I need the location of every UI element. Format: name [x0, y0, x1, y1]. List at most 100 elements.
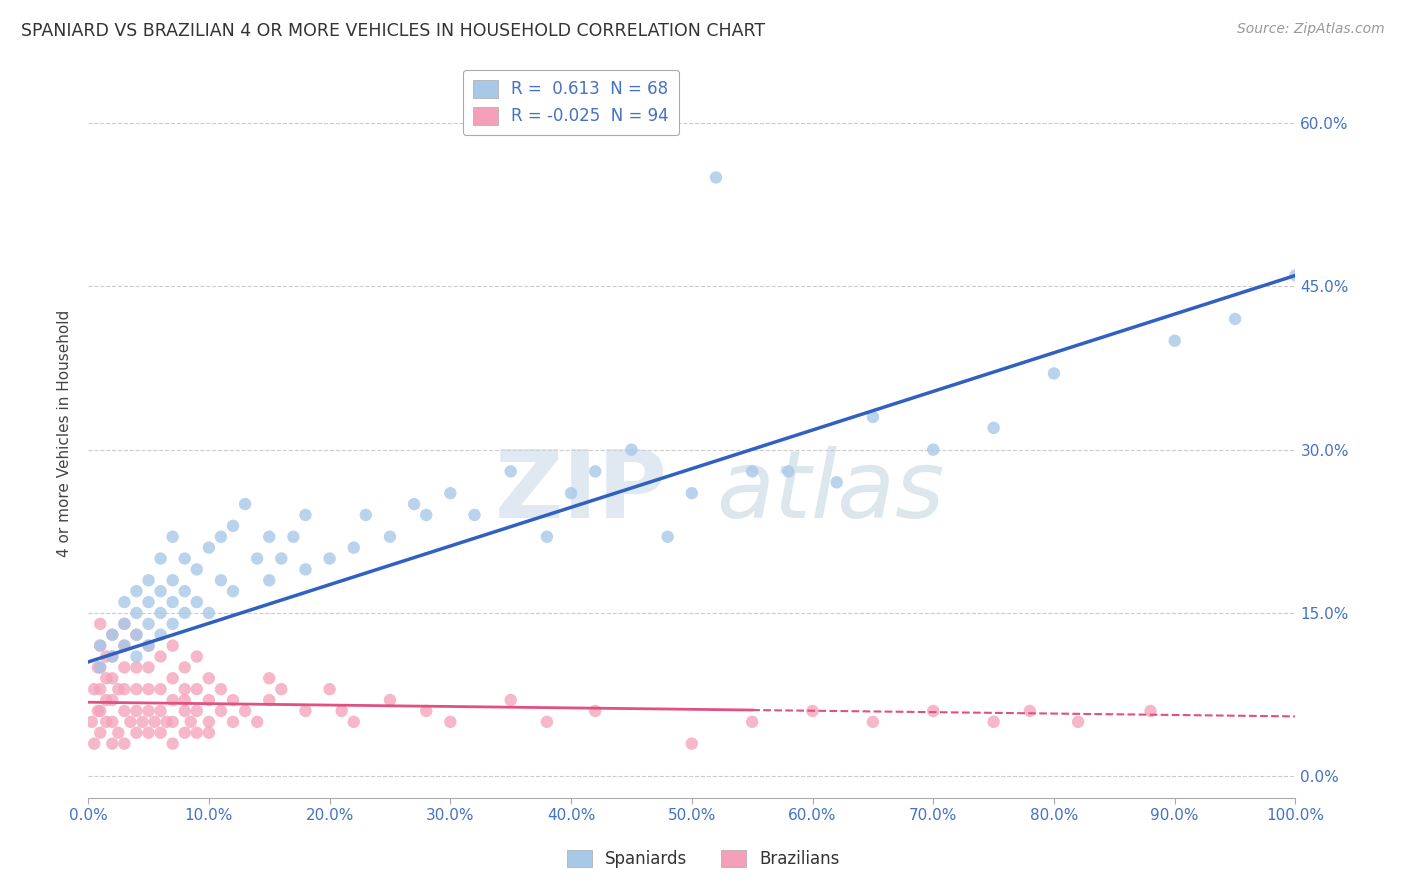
Point	[825, 475, 848, 490]
Point	[270, 551, 292, 566]
Point	[499, 464, 522, 478]
Point	[125, 660, 148, 674]
Point	[330, 704, 353, 718]
Point	[89, 660, 111, 674]
Point	[1067, 714, 1090, 729]
Point	[294, 704, 316, 718]
Point	[96, 714, 118, 729]
Point	[162, 671, 184, 685]
Point	[681, 737, 703, 751]
Point	[404, 497, 426, 511]
Point	[186, 704, 208, 718]
Point	[741, 714, 763, 729]
Point	[862, 714, 884, 729]
Point	[89, 704, 111, 718]
Point	[415, 704, 437, 718]
Point	[162, 639, 184, 653]
Point	[89, 616, 111, 631]
Point	[83, 682, 105, 697]
Point	[681, 486, 703, 500]
Point	[112, 639, 135, 653]
Point	[112, 682, 135, 697]
Point	[343, 714, 366, 729]
Text: Source: ZipAtlas.com: Source: ZipAtlas.com	[1237, 22, 1385, 37]
Point	[149, 704, 172, 718]
Point	[318, 551, 340, 566]
Point	[149, 584, 172, 599]
Point	[1139, 704, 1161, 718]
Point	[112, 660, 135, 674]
Point	[138, 639, 160, 653]
Point	[101, 649, 124, 664]
Point	[222, 714, 245, 729]
Point	[125, 628, 148, 642]
Point	[112, 616, 135, 631]
Point	[89, 725, 111, 739]
Text: ZIP: ZIP	[495, 446, 668, 538]
Point	[983, 714, 1005, 729]
Point	[222, 693, 245, 707]
Point	[125, 704, 148, 718]
Point	[125, 584, 148, 599]
Point	[283, 530, 305, 544]
Point	[125, 682, 148, 697]
Point	[149, 606, 172, 620]
Point	[294, 562, 316, 576]
Point	[89, 682, 111, 697]
Point	[96, 693, 118, 707]
Point	[439, 714, 461, 729]
Point	[162, 693, 184, 707]
Point	[1043, 367, 1066, 381]
Point	[778, 464, 800, 478]
Point	[246, 714, 269, 729]
Point	[173, 725, 195, 739]
Legend: Spaniards, Brazilians: Spaniards, Brazilians	[560, 843, 846, 875]
Point	[257, 693, 280, 707]
Point	[112, 595, 135, 609]
Point	[138, 704, 160, 718]
Point	[173, 682, 195, 697]
Point	[222, 519, 245, 533]
Point	[862, 409, 884, 424]
Point	[560, 486, 582, 500]
Point	[801, 704, 824, 718]
Point	[112, 737, 135, 751]
Point	[162, 530, 184, 544]
Point	[415, 508, 437, 522]
Point	[101, 737, 124, 751]
Point	[222, 584, 245, 599]
Point	[922, 442, 945, 457]
Point	[209, 530, 232, 544]
Point	[318, 682, 340, 697]
Point	[149, 725, 172, 739]
Point	[246, 551, 269, 566]
Point	[186, 562, 208, 576]
Point	[162, 714, 184, 729]
Point	[125, 725, 148, 739]
Point	[536, 530, 558, 544]
Point	[583, 464, 606, 478]
Point	[96, 671, 118, 685]
Point	[138, 660, 160, 674]
Point	[138, 725, 160, 739]
Point	[80, 714, 103, 729]
Point	[112, 616, 135, 631]
Y-axis label: 4 or more Vehicles in Household: 4 or more Vehicles in Household	[58, 310, 72, 557]
Point	[198, 606, 221, 620]
Point	[96, 649, 118, 664]
Point	[198, 693, 221, 707]
Point	[257, 574, 280, 588]
Point	[149, 682, 172, 697]
Point	[173, 584, 195, 599]
Point	[209, 704, 232, 718]
Point	[89, 639, 111, 653]
Point	[439, 486, 461, 500]
Point	[180, 714, 202, 729]
Point	[209, 574, 232, 588]
Text: SPANIARD VS BRAZILIAN 4 OR MORE VEHICLES IN HOUSEHOLD CORRELATION CHART: SPANIARD VS BRAZILIAN 4 OR MORE VEHICLES…	[21, 22, 765, 40]
Point	[149, 551, 172, 566]
Point	[112, 639, 135, 653]
Point	[186, 682, 208, 697]
Point	[149, 649, 172, 664]
Point	[120, 714, 142, 729]
